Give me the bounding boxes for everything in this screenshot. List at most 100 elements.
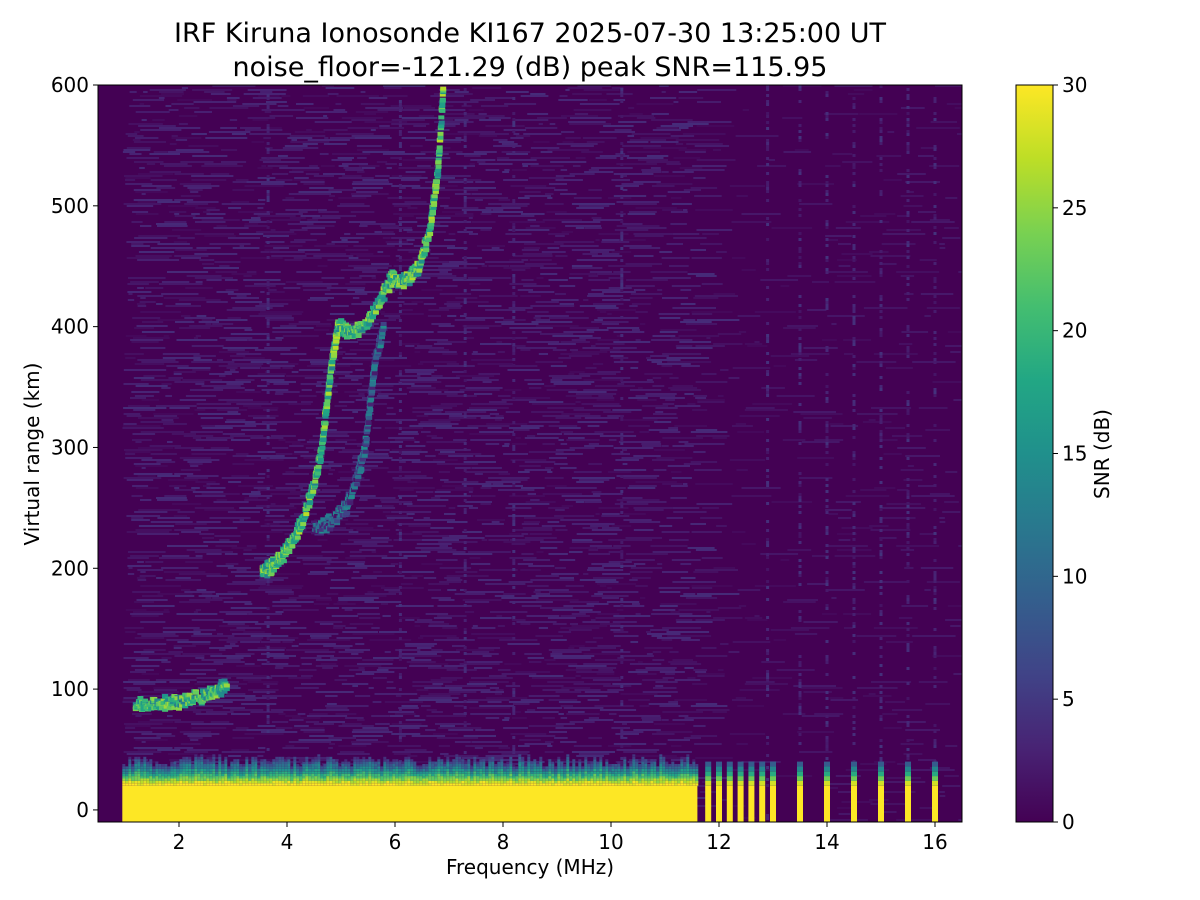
clutter-cell <box>125 773 129 777</box>
interference-cell <box>879 430 883 433</box>
clutter-cell <box>158 780 162 784</box>
noise-cell <box>527 493 536 495</box>
noise-cell <box>305 447 320 449</box>
noise-cell <box>333 647 350 649</box>
noise-cell <box>247 407 279 409</box>
noise-cell <box>362 545 394 547</box>
noise-cell <box>577 421 608 423</box>
interference-cell <box>766 679 770 682</box>
noise-cell <box>524 537 557 539</box>
noise-cell <box>540 541 564 543</box>
noise-cell <box>717 669 724 671</box>
noise-cell <box>901 605 929 607</box>
noise-cell <box>386 517 414 519</box>
noise-cell <box>793 685 836 687</box>
noise-cell <box>613 605 645 607</box>
noise-cell <box>345 717 364 719</box>
interference-cell <box>766 262 770 265</box>
noise-cell <box>511 169 527 171</box>
noise-cell <box>471 741 502 743</box>
noise-cell <box>174 213 180 215</box>
noise-cell <box>177 237 195 239</box>
noise-cell <box>892 709 923 711</box>
interference-cell <box>766 784 770 787</box>
interference-cell <box>852 235 856 238</box>
noise-cell <box>174 721 204 723</box>
noise-cell <box>627 487 656 489</box>
noise-cell <box>263 683 278 685</box>
noise-cell <box>742 109 749 111</box>
noise-cell <box>670 337 680 339</box>
noise-cell <box>597 339 620 341</box>
clutter-cell <box>182 783 186 786</box>
interference-cell <box>620 745 624 748</box>
noise-cell <box>351 731 393 733</box>
clutter-cell <box>194 771 198 774</box>
clutter-cell <box>128 776 132 779</box>
interference-cell <box>798 541 802 544</box>
noise-cell <box>498 199 510 201</box>
noise-cell <box>253 487 270 489</box>
noise-cell <box>535 325 579 327</box>
noise-cell <box>356 145 382 147</box>
clutter-cell <box>251 783 255 786</box>
interference-cell <box>463 724 467 727</box>
interference-cell <box>825 505 829 508</box>
noise-cell <box>667 739 690 741</box>
noise-cell <box>351 457 393 459</box>
noise-cell <box>470 677 513 679</box>
interference-cell <box>906 478 910 481</box>
noise-cell <box>696 125 735 127</box>
noise-cell <box>140 695 174 697</box>
clutter-cell <box>251 761 255 764</box>
noise-cell <box>608 713 617 715</box>
noise-cell <box>919 259 937 261</box>
clutter-cell <box>206 771 210 774</box>
noise-cell <box>662 571 689 573</box>
noise-cell <box>245 129 283 131</box>
noise-cell <box>464 155 481 157</box>
noise-cell <box>373 403 387 405</box>
clutter-cell <box>137 768 141 772</box>
interference-cell <box>906 400 910 403</box>
noise-cell <box>239 245 244 247</box>
noise-cell <box>162 627 200 629</box>
noise-cell <box>438 599 455 601</box>
noise-cell <box>189 389 224 391</box>
noise-cell <box>164 221 187 223</box>
noise-cell <box>393 479 411 481</box>
noise-cell <box>254 283 286 285</box>
noise-cell <box>666 163 681 165</box>
noise-cell <box>195 439 228 441</box>
noise-cell <box>469 557 481 559</box>
interference-cell <box>825 526 829 529</box>
noise-cell <box>348 539 392 541</box>
clutter-cell <box>146 783 150 786</box>
noise-cell <box>650 545 688 547</box>
noise-cell <box>131 495 143 497</box>
noise-cell <box>335 133 374 135</box>
clutter-cell <box>221 761 225 764</box>
clutter-cell <box>191 768 195 772</box>
noise-cell <box>193 633 213 635</box>
interference-cell <box>825 607 829 610</box>
noise-cell <box>336 95 379 97</box>
noise-cell <box>134 137 159 139</box>
noise-cell <box>177 511 195 513</box>
noise-cell <box>414 621 445 623</box>
noise-cell <box>671 559 701 561</box>
interference-cell <box>933 598 937 601</box>
noise-cell <box>571 477 615 479</box>
noise-cell <box>465 601 490 603</box>
noise-cell <box>829 423 844 425</box>
noise-cell <box>123 751 162 753</box>
noise-cell <box>389 177 428 179</box>
interference-cell <box>398 736 402 739</box>
noise-cell <box>374 505 382 507</box>
interference-cell <box>620 286 624 289</box>
clutter-cell <box>209 783 213 786</box>
noise-cell <box>607 471 632 473</box>
noise-cell <box>336 637 363 639</box>
noise-cell <box>198 595 219 597</box>
interference-cell <box>906 403 910 406</box>
